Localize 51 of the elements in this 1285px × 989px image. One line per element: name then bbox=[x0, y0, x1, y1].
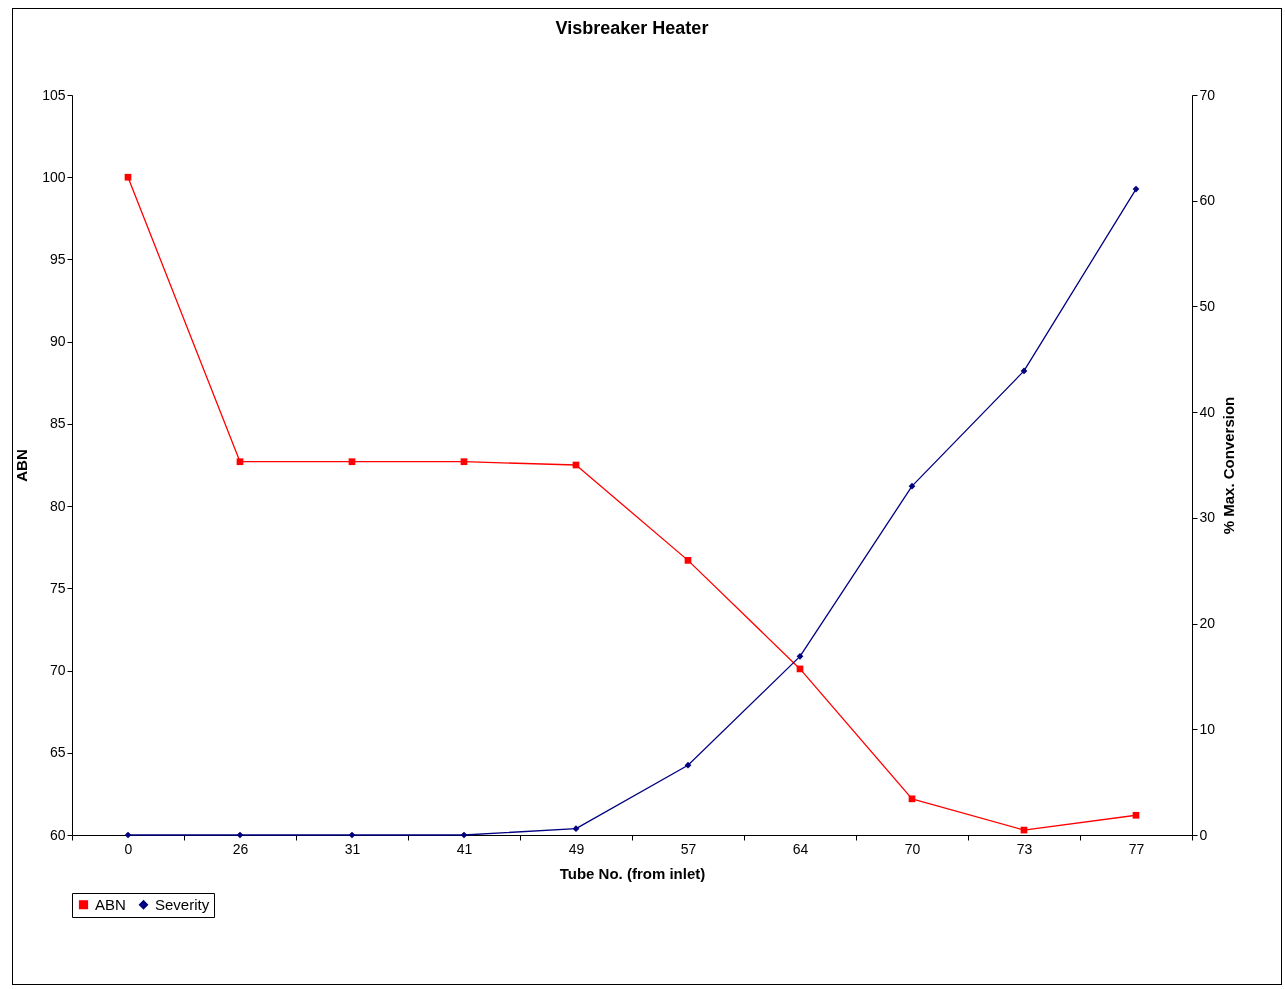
legend-label: ABN bbox=[95, 895, 126, 913]
point bbox=[1132, 811, 1140, 819]
point bbox=[236, 458, 244, 466]
y2-axis-title: % Max. Conversion bbox=[1220, 396, 1238, 535]
y-axis-title: ABN bbox=[13, 449, 31, 482]
point bbox=[1132, 185, 1140, 193]
x-tick-label: 73 bbox=[1016, 840, 1033, 857]
x-tick-label: 49 bbox=[568, 840, 585, 857]
y2-tick-label: 10 bbox=[1199, 720, 1216, 737]
point bbox=[684, 557, 692, 564]
y-tick-label: 65 bbox=[49, 744, 66, 761]
point bbox=[908, 795, 916, 803]
y-tick-label: 80 bbox=[49, 497, 66, 514]
x-tick-label: 64 bbox=[792, 840, 809, 857]
y2-tick-label: 0 bbox=[1199, 826, 1208, 843]
point bbox=[124, 831, 132, 839]
y-tick-label: 60 bbox=[49, 826, 66, 843]
x-tick-label: 57 bbox=[680, 840, 697, 857]
point bbox=[572, 825, 580, 833]
point bbox=[1020, 367, 1028, 375]
y2-tick-label: 30 bbox=[1199, 509, 1216, 526]
x-tick-label: 70 bbox=[904, 840, 921, 857]
point bbox=[684, 761, 692, 769]
chart-title: Visbreaker Heater bbox=[555, 18, 709, 38]
point bbox=[460, 458, 468, 466]
point bbox=[460, 831, 468, 839]
y-tick-label: 95 bbox=[49, 250, 66, 267]
legend-label: Severity bbox=[155, 895, 210, 913]
x-tick-label: 31 bbox=[344, 840, 361, 857]
y-tick-label: 100 bbox=[42, 168, 66, 185]
y2-tick-label: 50 bbox=[1199, 297, 1216, 314]
y-tick-label: 85 bbox=[49, 415, 66, 432]
x-axis-title: Tube No. (from inlet) bbox=[559, 864, 706, 882]
point bbox=[124, 173, 132, 181]
x-tick-label: 41 bbox=[456, 840, 473, 857]
x-tick-label: 26 bbox=[232, 840, 249, 857]
point bbox=[236, 831, 244, 839]
x-tick-label: 77 bbox=[1128, 840, 1145, 857]
y-tick-label: 90 bbox=[49, 333, 66, 350]
x-tick-label: 0 bbox=[124, 840, 133, 857]
y-tick-label: 105 bbox=[42, 86, 66, 103]
y2-tick-label: 40 bbox=[1199, 403, 1216, 420]
y-tick-label: 75 bbox=[49, 579, 66, 596]
y2-tick-label: 70 bbox=[1199, 86, 1216, 103]
point bbox=[348, 831, 356, 839]
y2-tick-label: 60 bbox=[1199, 192, 1216, 209]
y-tick-label: 70 bbox=[49, 662, 66, 679]
y2-tick-label: 20 bbox=[1199, 615, 1216, 632]
point bbox=[796, 652, 804, 660]
point bbox=[348, 458, 356, 466]
point bbox=[908, 482, 916, 490]
